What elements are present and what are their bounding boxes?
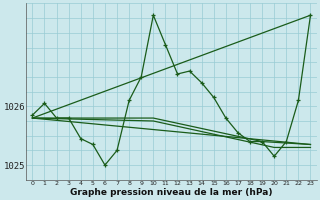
X-axis label: Graphe pression niveau de la mer (hPa): Graphe pression niveau de la mer (hPa) — [70, 188, 273, 197]
